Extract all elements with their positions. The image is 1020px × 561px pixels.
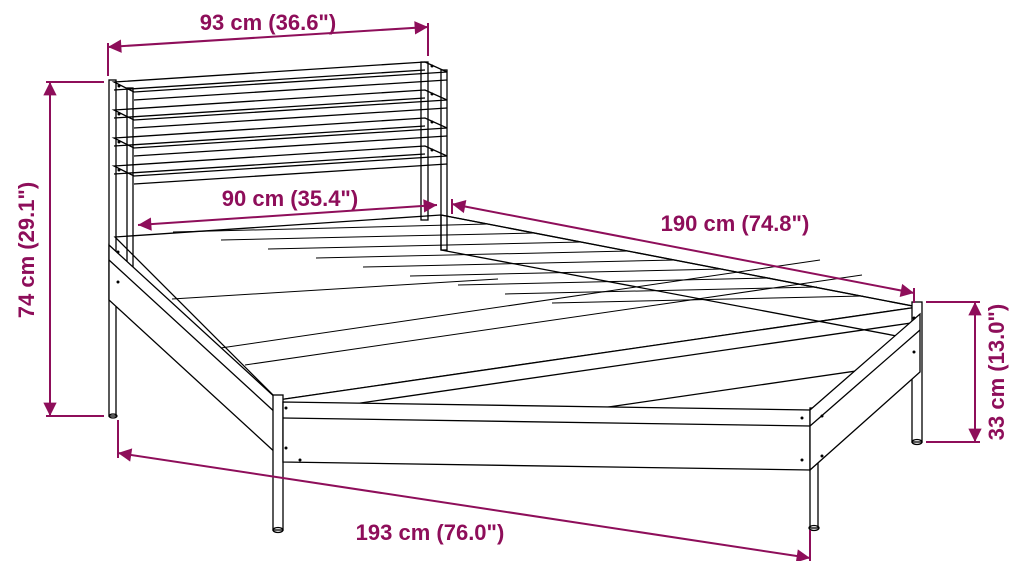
dim-headboard-width: 93 cm (36.6") [200, 10, 336, 35]
dim-mattress-width: 90 cm (35.4") [222, 186, 358, 211]
bed-frame-drawing [109, 62, 922, 533]
dim-overall-length: 193 cm (76.0") [356, 520, 505, 545]
headboard-slats [114, 62, 447, 184]
dim-mattress-length: 190 cm (74.8") [661, 211, 810, 236]
dim-headboard-height: 74 cm (29.1") [14, 182, 39, 318]
bed-dimension-diagram: 93 cm (36.6") 74 cm (29.1") 90 cm (35.4"… [0, 0, 1020, 561]
dim-footboard-height: 33 cm (13.0") [984, 304, 1009, 440]
